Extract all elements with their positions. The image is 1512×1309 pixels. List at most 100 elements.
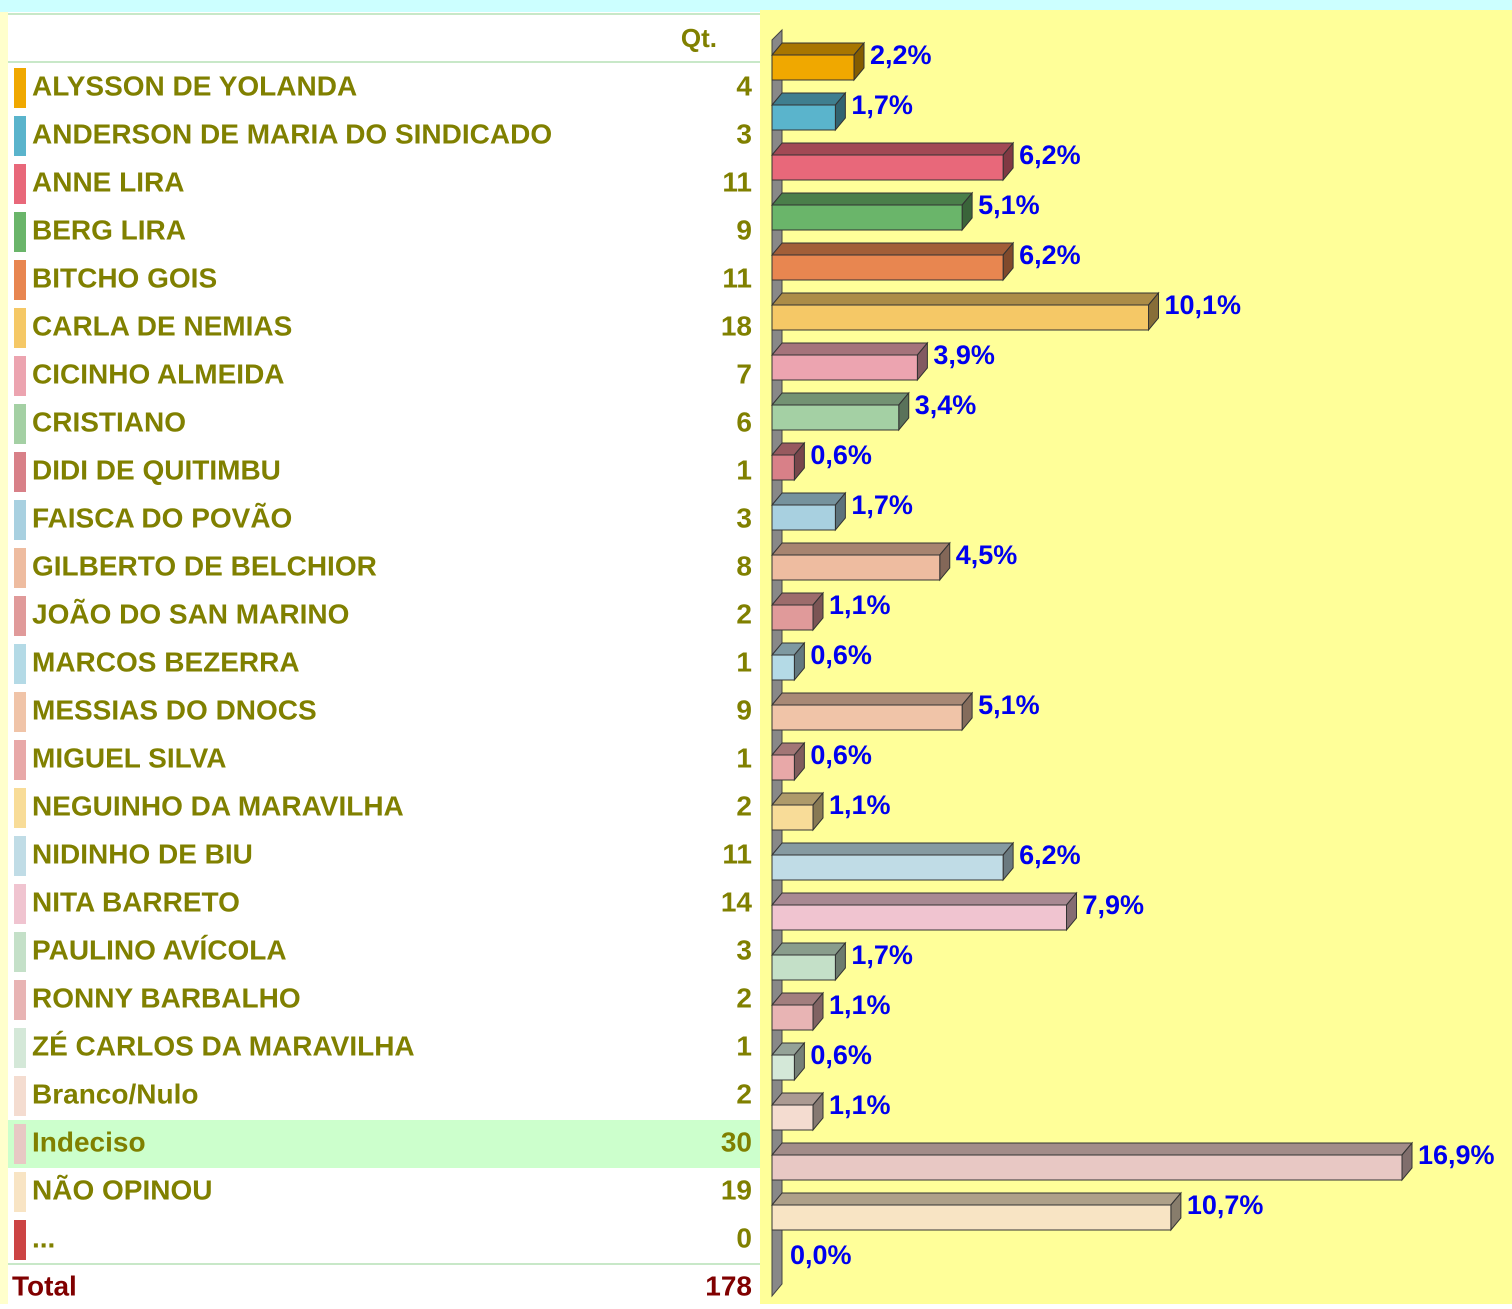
row-qty: 8 xyxy=(736,550,752,581)
bar-top xyxy=(770,692,974,706)
row-swatch xyxy=(14,164,26,204)
row-name: GILBERTO DE BELCHIOR xyxy=(32,550,377,581)
row-swatch xyxy=(14,788,26,828)
row-swatch xyxy=(14,692,26,732)
top-stripe xyxy=(0,0,1512,12)
row-qty: 19 xyxy=(721,1174,752,1205)
value-label: 2,2% xyxy=(870,40,932,70)
value-label: 16,9% xyxy=(1418,1140,1495,1170)
bar-top xyxy=(770,292,1160,306)
row-qty: 1 xyxy=(736,742,752,773)
bar xyxy=(771,604,814,631)
row-name: CRISTIANO xyxy=(32,406,186,437)
row-qty: 3 xyxy=(736,934,752,965)
row-name: MIGUEL SILVA xyxy=(32,742,226,773)
row-swatch xyxy=(14,356,26,396)
bar xyxy=(771,804,814,831)
row-swatch xyxy=(14,1124,26,1164)
bar xyxy=(771,1054,795,1081)
bar xyxy=(771,54,855,81)
row-name: MESSIAS DO DNOCS xyxy=(32,694,317,725)
table-bg xyxy=(0,12,760,1304)
row-qty: 2 xyxy=(736,1078,752,1109)
row-name: DIDI DE QUITIMBU xyxy=(32,454,281,485)
row-name: NEGUINHO DA MARAVILHA xyxy=(32,790,404,821)
bar-top xyxy=(770,892,1078,906)
bar xyxy=(771,404,900,431)
row-qty: 1 xyxy=(736,646,752,677)
row-swatch xyxy=(14,740,26,780)
bar xyxy=(771,654,795,681)
value-label: 1,1% xyxy=(829,990,891,1020)
bar xyxy=(771,504,836,531)
row-qty: 11 xyxy=(722,166,752,197)
row-qty: 11 xyxy=(722,838,752,869)
row-swatch xyxy=(14,452,26,492)
row-qty: 3 xyxy=(736,118,752,149)
value-label: 1,7% xyxy=(851,90,913,120)
value-label: 6,2% xyxy=(1019,840,1081,870)
row-qty: 4 xyxy=(736,70,752,101)
bar-top xyxy=(770,1192,1182,1206)
row-qty: 7 xyxy=(736,358,752,389)
total-label: Total xyxy=(12,1270,77,1301)
value-label: 5,1% xyxy=(978,690,1040,720)
row-highlight xyxy=(8,1120,760,1168)
row-qty: 18 xyxy=(721,310,752,341)
row-name: PAULINO AVÍCOLA xyxy=(32,934,287,965)
left-edge xyxy=(0,12,8,1304)
row-swatch xyxy=(14,548,26,588)
value-label: 5,1% xyxy=(978,190,1040,220)
bar xyxy=(771,1004,814,1031)
row-name: NIDINHO DE BIU xyxy=(32,838,253,869)
bar-top xyxy=(770,192,974,206)
row-name: Branco/Nulo xyxy=(32,1078,198,1109)
row-name: MARCOS BEZERRA xyxy=(32,646,300,677)
row-swatch xyxy=(14,932,26,972)
row-name: ... xyxy=(32,1222,55,1253)
row-qty: 2 xyxy=(736,982,752,1013)
bar-top xyxy=(770,142,1015,156)
value-label: 1,1% xyxy=(829,790,891,820)
row-qty: 2 xyxy=(736,598,752,629)
bar xyxy=(771,1104,814,1131)
row-name: BERG LIRA xyxy=(32,214,186,245)
row-name: Indeciso xyxy=(32,1126,146,1157)
value-label: 10,1% xyxy=(1165,290,1242,320)
bar xyxy=(771,904,1067,931)
value-label: 0,6% xyxy=(810,1040,872,1070)
value-label: 3,9% xyxy=(933,340,995,370)
row-qty: 1 xyxy=(736,1030,752,1061)
row-swatch xyxy=(14,260,26,300)
bar-top xyxy=(770,242,1015,256)
value-label: 10,7% xyxy=(1187,1190,1264,1220)
row-name: ALYSSON DE YOLANDA xyxy=(32,70,357,101)
value-label: 3,4% xyxy=(915,390,977,420)
bar xyxy=(771,554,941,581)
bar xyxy=(771,1204,1172,1231)
row-name: ZÉ CARLOS DA MARAVILHA xyxy=(32,1030,415,1061)
row-name: JOÃO DO SAN MARINO xyxy=(32,598,349,629)
bar-top xyxy=(770,842,1015,856)
value-label: 6,2% xyxy=(1019,240,1081,270)
bar-top xyxy=(770,92,847,106)
row-qty: 0 xyxy=(736,1222,752,1253)
row-swatch xyxy=(14,68,26,108)
row-qty: 3 xyxy=(736,502,752,533)
value-label: 4,5% xyxy=(956,540,1018,570)
row-swatch xyxy=(14,116,26,156)
total-value: 178 xyxy=(705,1270,752,1301)
row-qty: 1 xyxy=(736,454,752,485)
bar xyxy=(771,954,836,981)
row-name: CARLA DE NEMIAS xyxy=(32,310,292,341)
value-label: 0,6% xyxy=(810,740,872,770)
bar xyxy=(771,1154,1403,1181)
bar xyxy=(771,254,1004,281)
bar-top xyxy=(770,942,847,956)
value-label: 0,6% xyxy=(810,440,872,470)
row-swatch xyxy=(14,212,26,252)
bar-top xyxy=(770,342,929,356)
value-label: 0,0% xyxy=(790,1240,852,1270)
row-swatch xyxy=(14,644,26,684)
row-qty: 30 xyxy=(721,1126,752,1157)
